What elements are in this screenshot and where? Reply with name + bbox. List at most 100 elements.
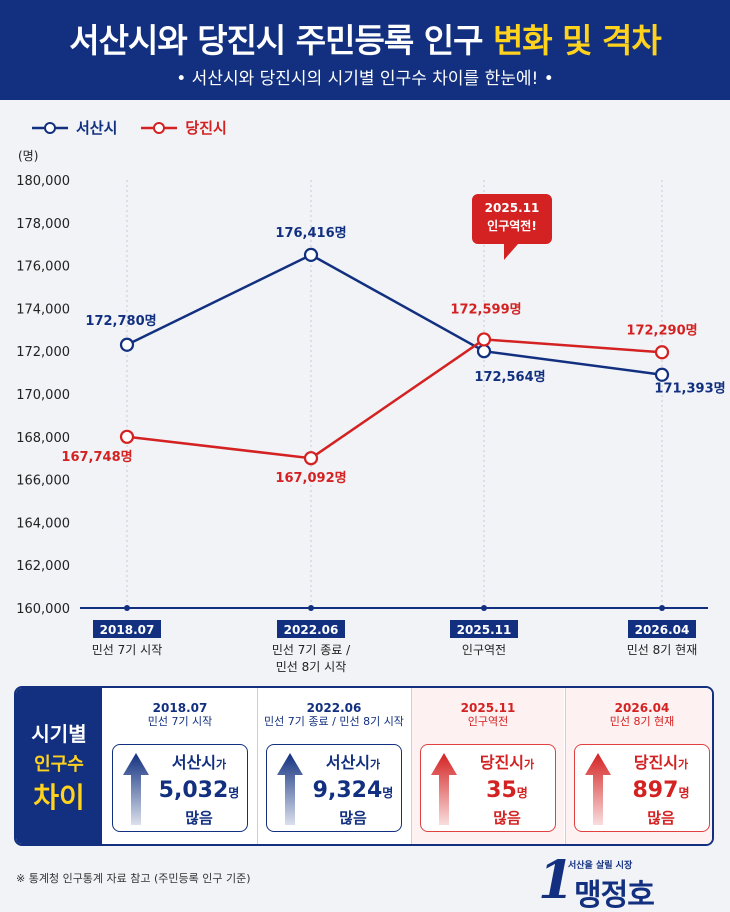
x-category-desc: 인구역전	[462, 643, 506, 657]
legend-line-marker-icon	[141, 121, 178, 134]
x-category-desc: 민선 8기 시작	[276, 660, 346, 674]
card-diff: 35	[486, 778, 517, 803]
card-divider	[411, 688, 412, 844]
card-box: 당진시가 897명 많음	[574, 744, 710, 832]
data-label: 172,564명	[474, 369, 545, 385]
logo-slogan: 서산을 살릴 시장	[568, 861, 633, 871]
card-particle: 가	[524, 758, 535, 771]
data-label: 172,599명	[450, 301, 521, 317]
legend-item-dangjin: 당진시	[139, 117, 227, 138]
data-point	[303, 247, 319, 263]
up-arrow-icon	[277, 753, 303, 825]
data-label: 167,748명	[61, 449, 132, 465]
data-point	[476, 344, 492, 359]
population-line-chart: (명) 160,000 162,000 164,000 166,000 168,000 17…	[16, 149, 725, 674]
card-much: 많음	[185, 809, 213, 827]
y-tick-label: 162,000	[16, 559, 70, 574]
source-note: ※ 통계청 인구통계 자료 참고 (주민등록 인구 기준)	[16, 872, 251, 885]
data-label: 167,092명	[275, 470, 346, 486]
y-tick-label: 180,000	[16, 174, 70, 189]
series-line-seosan	[126, 253, 663, 376]
y-tick-label: 170,000	[16, 388, 70, 403]
card-city: 당진시	[633, 753, 679, 772]
data-label: 172,780명	[85, 313, 156, 329]
card-desc: 민선 7기 종료 / 민선 8기 시작	[264, 715, 404, 728]
side-label-population: 인구수	[34, 754, 84, 775]
y-tick-label: 160,000	[16, 602, 70, 617]
legend-line-marker-icon	[32, 121, 68, 134]
data-point	[654, 345, 670, 360]
x-category-badge	[277, 620, 345, 638]
up-arrow-icon	[123, 753, 149, 825]
y-unit-label: (명)	[18, 149, 38, 163]
card-much: 많음	[493, 809, 521, 827]
data-point	[476, 332, 492, 347]
legend-label-dangjin: 당진시	[185, 119, 227, 137]
legend-item-seosan: 서산시	[30, 117, 117, 138]
y-tick-label: 166,000	[16, 474, 70, 489]
card-divider	[565, 688, 566, 844]
data-label: 176,416명	[275, 225, 346, 241]
up-arrow-icon	[585, 753, 611, 825]
title-main: 서산시와 당진시 주민등록 인구	[69, 21, 483, 60]
card-city: 서산시	[325, 753, 371, 772]
card-text: 당진시가 897명 많음	[615, 751, 707, 829]
data-point	[119, 337, 135, 352]
card-divider	[257, 688, 258, 844]
x-axis-tick	[124, 605, 130, 611]
card-diff: 5,032	[158, 778, 229, 803]
card-much: 많음	[339, 809, 367, 827]
card-city: 서산시	[171, 753, 217, 772]
series-line-dangjin	[126, 338, 663, 460]
logo-name: 맹정호	[574, 878, 655, 912]
difference-card: 2025.11 인구역전 당진시가 35명 많음	[412, 688, 564, 844]
logo-number: 1	[538, 850, 575, 911]
card-unit: 명	[382, 786, 394, 800]
legend-label-seosan: 서산시	[76, 119, 118, 137]
x-axis-tick	[481, 605, 487, 611]
title-highlight: 변화 및 격차	[492, 21, 662, 60]
x-category-badge	[93, 620, 161, 638]
x-axis-tick	[659, 605, 665, 611]
callout-bubble	[472, 194, 552, 260]
difference-card: 2018.07 민선 7기 시작 서산시가 5,032명 많음	[104, 688, 256, 844]
card-unit: 명	[678, 786, 690, 800]
card-date: 2025.11	[460, 701, 516, 715]
data-point	[119, 429, 135, 444]
x-category-label: 2018.07	[100, 623, 155, 637]
x-category-desc: 민선 8기 현재	[627, 643, 697, 657]
card-date: 2018.07	[152, 701, 208, 715]
card-diff: 897	[632, 778, 679, 803]
difference-card: 2022.06 민선 7기 종료 / 민선 8기 시작 서산시가 9,324명 많음	[258, 688, 410, 844]
x-category-desc: 민선 7기 시작	[92, 643, 162, 657]
y-tick-label: 174,000	[16, 302, 70, 317]
candidate-logo: 1 서산을 살릴 시장 맹정호	[538, 850, 714, 912]
y-tick-label: 178,000	[16, 217, 70, 232]
data-label: 172,290명	[626, 322, 697, 338]
data-point	[654, 367, 670, 382]
y-tick-label: 164,000	[16, 516, 70, 531]
difference-panel: 시기별 인구수 차이 2018.07 민선 7기 시작 서산시가 5,032명 많음 20…	[14, 686, 714, 846]
side-label-difference: 차이	[33, 781, 85, 814]
page-subtitle: • 서산시와 당진시의 시기별 인구수 차이를 한눈에! •	[176, 69, 554, 89]
card-date: 2026.04	[614, 701, 670, 715]
card-particle: 가	[216, 758, 227, 771]
x-category-label: 2026.04	[635, 623, 690, 637]
x-category-desc: 민선 7기 종료 /	[272, 643, 351, 657]
y-tick-label: 176,000	[16, 260, 70, 275]
card-city: 당진시	[479, 753, 525, 772]
card-particle: 가	[370, 758, 381, 771]
card-unit: 명	[516, 786, 528, 800]
card-much: 많음	[647, 809, 675, 827]
header-banner: 서산시와 당진시 주민등록 인구 변화 및 격차 • 서산시와 당진시의 시기별…	[0, 0, 730, 100]
x-axis-tick	[308, 605, 314, 611]
up-arrow-icon	[431, 753, 457, 825]
card-diff: 9,324	[312, 778, 383, 803]
y-tick-label: 168,000	[16, 431, 70, 446]
card-unit: 명	[228, 786, 240, 800]
